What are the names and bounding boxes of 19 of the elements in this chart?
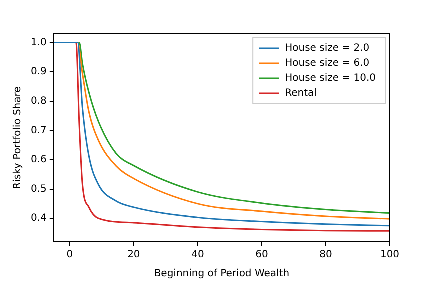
y-tick-label: 0.5 bbox=[30, 184, 47, 195]
y-tick-label: 0.8 bbox=[30, 96, 47, 107]
y-tick-label: 0.6 bbox=[30, 154, 47, 166]
y-tick-label: 1.0 bbox=[30, 37, 47, 48]
y-axis-title: Risky Portfolio Share bbox=[12, 86, 24, 190]
x-axis-title: Beginning of Period Wealth bbox=[154, 268, 290, 280]
x-tick-label: 80 bbox=[320, 250, 332, 261]
y-tick-label: 0.4 bbox=[30, 213, 47, 224]
x-tick-label: 20 bbox=[128, 250, 140, 261]
x-tick-label: 60 bbox=[256, 250, 268, 261]
legend-label: Rental bbox=[285, 88, 317, 100]
x-tick-label: 100 bbox=[380, 250, 400, 261]
y-tick-label: 0.9 bbox=[30, 66, 47, 78]
legend-label: House size = 10.0 bbox=[285, 73, 376, 84]
x-tick-label: 40 bbox=[192, 250, 204, 261]
legend-label: House size = 2.0 bbox=[285, 43, 370, 54]
legend-label: House size = 6.0 bbox=[285, 58, 370, 70]
x-tick-label: 0 bbox=[66, 250, 74, 261]
y-tick-label: 0.7 bbox=[30, 125, 47, 136]
